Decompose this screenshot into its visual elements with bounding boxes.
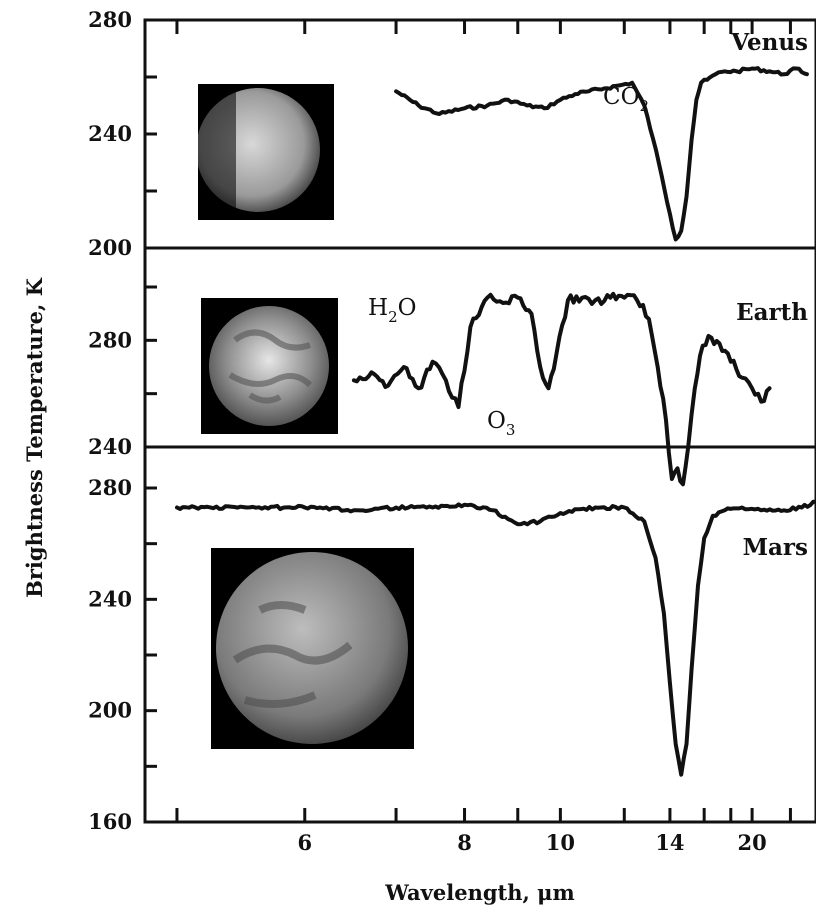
annotation-h2o-sub: 2 <box>388 308 398 326</box>
axis-ticks <box>145 18 792 824</box>
x-tick-label: 20 <box>737 830 766 855</box>
series-label-earth: Earth <box>736 299 808 326</box>
plot-frame <box>143 18 816 824</box>
y-tick-label-venus: 280 <box>88 7 132 32</box>
earth-image <box>201 298 338 434</box>
series-label-venus: Venus <box>730 29 808 56</box>
y-tick-label-earth: 240 <box>88 434 132 459</box>
x-tick-label: 14 <box>655 830 684 855</box>
x-tick-label: 10 <box>546 830 575 855</box>
series-line-mars <box>175 499 816 777</box>
x-tick-label: 8 <box>457 830 472 855</box>
y-tick-label-venus: 200 <box>88 235 132 260</box>
x-tick-label: 6 <box>297 830 312 855</box>
y-tick-label-earth: 280 <box>88 327 132 352</box>
venus-image <box>198 84 334 220</box>
mars-image <box>211 548 414 749</box>
axis-tick-labels: 6 8 10 14 20 280 240 200 280 240 280 240 200 160 <box>88 7 767 855</box>
annotation-o3-sub: 3 <box>506 421 516 439</box>
y-tick-label-mars: 240 <box>88 586 132 611</box>
x-axis-title: Wavelength, μm <box>384 880 574 905</box>
annotation-h2o: H2O <box>368 295 416 326</box>
annotation-o3-base: O <box>487 408 506 434</box>
annotation-h2o-base: H <box>368 295 388 321</box>
y-tick-label-mars: 160 <box>88 809 132 834</box>
y-tick-label-venus: 240 <box>88 121 132 146</box>
series-line-venus <box>394 66 809 242</box>
y-tick-label-mars: 200 <box>88 698 132 723</box>
annotation-co2-sub: 2 <box>639 97 649 115</box>
annotation-co2: CO2 <box>603 84 649 115</box>
series-line-earth <box>351 291 772 487</box>
series-label-mars: Mars <box>743 534 808 561</box>
annotation-h2o-base2: O <box>398 295 417 321</box>
annotation-co2-base: CO <box>603 84 639 110</box>
y-tick-label-mars: 280 <box>88 475 132 500</box>
annotation-o3: O3 <box>487 408 515 439</box>
y-axis-title: Brightness Temperature, K <box>22 277 47 598</box>
series-layer <box>175 66 816 777</box>
